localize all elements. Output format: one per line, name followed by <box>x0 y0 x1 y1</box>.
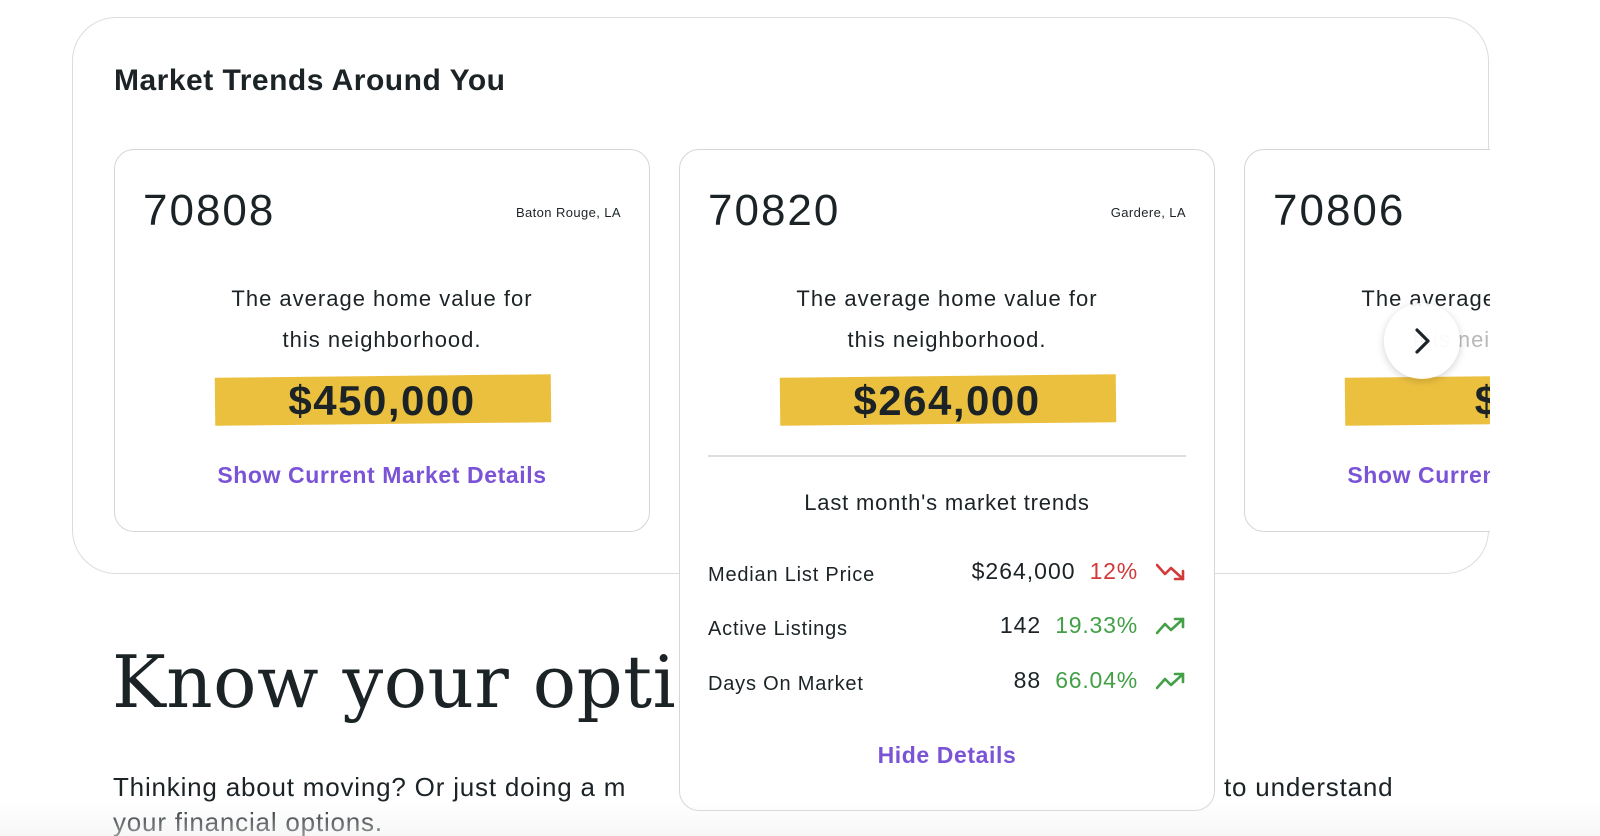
city-label: Baton Rouge, LA <box>515 205 621 220</box>
average-price: $264,000 <box>853 377 1041 424</box>
trend-row-active-listings: Active Listings 142 19.33% <box>708 612 1186 642</box>
carousel-next-button[interactable] <box>1384 303 1460 379</box>
price-block: $450,000 <box>115 372 649 432</box>
trend-percent: 19.33% <box>1055 612 1138 638</box>
trend-values: 142 19.33% <box>1000 612 1186 639</box>
zip-card-expanded: 70820 Gardere, LA The average home value… <box>679 149 1215 811</box>
trend-row-median-list-price: Median List Price $264,000 12% <box>708 558 1186 588</box>
trending-up-icon <box>1156 672 1185 689</box>
average-value-line: this neighborhood. <box>282 327 482 352</box>
zip-code: 70806 <box>1273 186 1406 235</box>
options-body-text: Thinking about moving? Or just doing a m <box>113 772 627 802</box>
trend-row-days-on-market: Days On Market 88 66.04% <box>708 667 1186 697</box>
trend-percent: 12% <box>1089 558 1138 584</box>
price-block: $264,000 <box>680 372 1214 432</box>
chevron-right-icon <box>1415 328 1430 354</box>
trend-values: $264,000 12% <box>972 558 1186 585</box>
trend-percent: 66.04% <box>1055 667 1138 693</box>
trending-up-icon <box>1156 617 1185 634</box>
zip-carousel: 70808 Baton Rouge, LA The average home v… <box>114 149 1490 811</box>
city-label: Gardere, LA <box>1110 205 1186 220</box>
trends-title: Last month's market trends <box>804 490 1090 515</box>
trend-label: Active Listings <box>708 618 848 640</box>
section-title: Market Trends Around You <box>114 64 506 97</box>
hide-details-link[interactable]: Hide Details <box>877 742 1017 768</box>
trending-down-icon <box>1156 563 1185 580</box>
average-value-description: The average home value for this neighbor… <box>680 278 1214 360</box>
average-value-line: The average home value for <box>231 286 533 311</box>
trend-value: 142 <box>999 612 1042 638</box>
average-value-line: this neighborhood. <box>847 327 1047 352</box>
average-value-line: The average home value for <box>1361 286 1490 311</box>
trend-value: 88 <box>1013 667 1042 693</box>
average-value-description: The average home value for this neighbor… <box>115 278 649 360</box>
show-market-details-link[interactable]: Show Current Market Details <box>1347 462 1490 488</box>
average-value-line: The average home value for <box>796 286 1098 311</box>
average-price: $450,000 <box>288 377 476 424</box>
trend-values: 88 66.04% <box>1014 667 1186 694</box>
options-body-text-right: to understand <box>1224 772 1394 802</box>
zip-code: 70820 <box>708 186 841 235</box>
zip-card: 70808 Baton Rouge, LA The average home v… <box>114 149 650 532</box>
trend-label: Days On Market <box>708 673 864 695</box>
options-heading: Know your option <box>112 640 767 724</box>
trend-label: Median List Price <box>708 564 875 586</box>
price-block: $31 <box>1245 372 1490 432</box>
zip-code: 70808 <box>143 186 276 235</box>
average-price: $31 <box>1474 377 1490 424</box>
divider <box>708 455 1186 457</box>
trend-value: $264,000 <box>971 558 1076 584</box>
show-market-details-link[interactable]: Show Current Market Details <box>217 462 547 488</box>
